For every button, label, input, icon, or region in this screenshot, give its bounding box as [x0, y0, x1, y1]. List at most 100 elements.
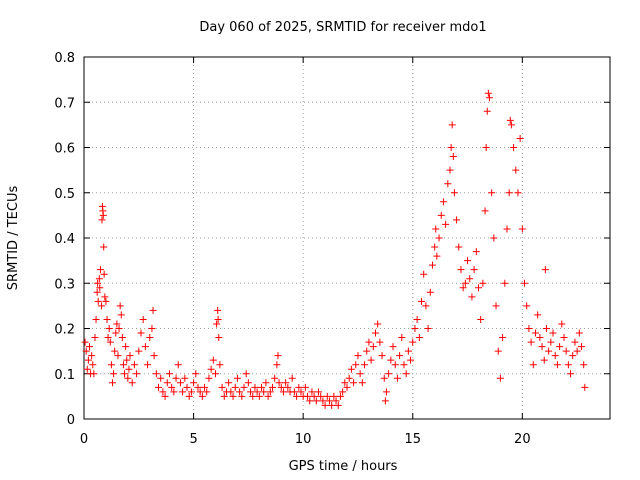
data-point	[448, 121, 456, 129]
data-point	[453, 216, 461, 224]
data-point	[361, 361, 369, 369]
data-point	[295, 383, 303, 391]
data-point	[569, 352, 577, 360]
data-point	[187, 388, 195, 396]
data-point	[371, 329, 379, 337]
data-point	[457, 266, 465, 274]
data-point	[268, 383, 276, 391]
data-point	[105, 325, 113, 332]
data-point	[422, 302, 430, 310]
data-point	[449, 153, 457, 161]
data-point	[496, 374, 504, 382]
data-point	[227, 388, 235, 396]
data-point	[165, 370, 173, 378]
data-point	[418, 297, 426, 305]
data-point	[123, 356, 131, 364]
data-point	[170, 388, 178, 396]
data-point	[376, 338, 384, 346]
data-point	[560, 334, 568, 342]
data-point	[472, 248, 480, 256]
data-point	[317, 392, 325, 400]
data-point	[229, 392, 237, 400]
data-point	[571, 338, 579, 346]
data-point	[464, 257, 472, 265]
data-point	[521, 279, 529, 287]
data-point	[220, 392, 228, 400]
data-point	[558, 320, 566, 328]
data-point	[378, 352, 386, 360]
data-point	[444, 180, 452, 188]
data-point	[581, 383, 589, 391]
data-point	[536, 334, 544, 342]
data-point	[176, 379, 184, 387]
data-point	[155, 383, 163, 391]
data-point	[100, 270, 108, 278]
data-point	[274, 352, 282, 360]
data-point	[402, 370, 410, 378]
data-point	[459, 284, 467, 292]
data-point	[468, 293, 476, 301]
data-point	[218, 383, 226, 391]
data-point	[484, 89, 492, 97]
data-point	[185, 392, 193, 400]
data-point	[446, 166, 454, 174]
data-point	[181, 374, 189, 382]
data-points	[81, 89, 589, 409]
chart-title: Day 060 of 2025, SRMTID for receiver mdo…	[199, 20, 486, 35]
data-point	[282, 379, 290, 387]
data-point	[538, 343, 546, 351]
data-point	[304, 392, 312, 400]
data-point	[490, 234, 498, 242]
data-point	[196, 388, 204, 396]
data-point	[247, 388, 255, 396]
data-point	[325, 397, 333, 405]
data-point	[117, 311, 125, 319]
data-point	[88, 352, 96, 360]
data-point	[107, 361, 115, 369]
data-point	[547, 338, 555, 346]
data-point	[172, 374, 180, 382]
data-point	[393, 374, 401, 382]
data-point	[125, 365, 133, 373]
data-point	[201, 383, 209, 391]
data-point	[146, 334, 154, 342]
data-point	[251, 383, 259, 391]
data-point	[551, 352, 559, 360]
y-tick-label: 0.7	[54, 96, 75, 111]
data-point	[319, 397, 327, 405]
data-point	[413, 315, 421, 323]
data-point	[216, 361, 224, 369]
data-point	[110, 370, 118, 378]
data-point	[507, 121, 515, 129]
data-point	[157, 374, 165, 382]
data-point	[242, 370, 250, 378]
data-point	[301, 383, 309, 391]
data-point	[380, 374, 388, 382]
data-point	[100, 243, 108, 251]
data-point	[168, 383, 176, 391]
data-point	[542, 325, 550, 332]
data-point	[573, 347, 581, 355]
data-point	[564, 361, 572, 369]
data-point	[531, 329, 539, 337]
data-point	[387, 356, 395, 364]
data-point	[260, 388, 268, 396]
data-point	[192, 370, 200, 378]
data-point	[523, 302, 531, 310]
data-point	[512, 166, 520, 174]
data-point	[90, 370, 98, 378]
data-point	[258, 383, 266, 391]
data-point	[236, 388, 244, 396]
data-point	[347, 365, 355, 373]
data-point	[396, 352, 404, 360]
data-point	[369, 343, 377, 351]
data-point	[104, 334, 112, 342]
y-tick-label: 0.4	[54, 232, 75, 247]
grid-lines	[84, 57, 610, 419]
data-point	[365, 338, 373, 346]
data-point	[540, 356, 548, 364]
data-point	[225, 379, 233, 387]
data-point	[150, 352, 158, 360]
data-point	[99, 211, 107, 219]
data-point	[266, 388, 274, 396]
